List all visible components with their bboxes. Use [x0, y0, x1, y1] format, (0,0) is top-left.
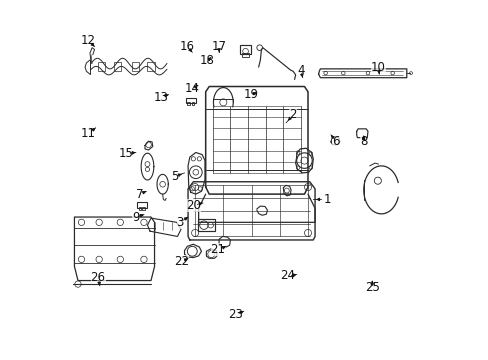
Text: 5: 5: [171, 170, 178, 183]
Text: 10: 10: [370, 60, 385, 73]
Text: 1: 1: [323, 193, 330, 206]
Bar: [241, 53, 249, 57]
Text: 22: 22: [174, 255, 189, 268]
Text: 16: 16: [180, 40, 194, 53]
Text: 23: 23: [228, 308, 243, 321]
Text: 9: 9: [132, 211, 140, 224]
Text: 14: 14: [184, 82, 200, 95]
Text: 24: 24: [280, 270, 294, 283]
Text: 21: 21: [210, 243, 225, 256]
Text: 25: 25: [364, 281, 379, 294]
Text: 4: 4: [297, 64, 304, 77]
Bar: [198, 219, 214, 231]
Bar: [131, 62, 139, 71]
Bar: [98, 62, 105, 71]
Bar: [240, 45, 250, 54]
Bar: [186, 98, 196, 103]
Bar: [114, 62, 121, 71]
Text: 3: 3: [176, 216, 183, 229]
Text: 6: 6: [332, 135, 339, 148]
Text: 2: 2: [289, 108, 296, 121]
Text: 19: 19: [243, 88, 258, 101]
Text: 26: 26: [90, 270, 105, 284]
Bar: [139, 207, 141, 210]
Text: 20: 20: [185, 199, 201, 212]
Text: 11: 11: [81, 127, 96, 140]
Bar: [137, 202, 146, 207]
Text: 18: 18: [200, 54, 214, 67]
Bar: [191, 102, 194, 105]
Bar: [142, 207, 145, 210]
Text: 7: 7: [135, 188, 143, 201]
Text: 17: 17: [211, 40, 226, 53]
Text: 8: 8: [359, 135, 366, 148]
Text: 15: 15: [119, 147, 134, 160]
Bar: [187, 102, 190, 105]
Bar: [147, 62, 154, 71]
Text: 12: 12: [81, 34, 96, 47]
Text: 13: 13: [154, 91, 169, 104]
